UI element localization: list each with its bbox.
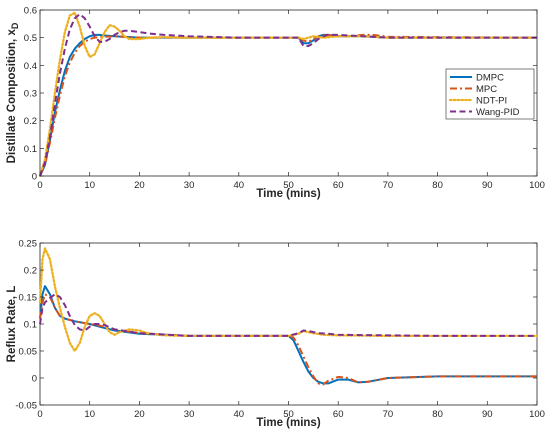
bottom-series-line-ndt-pi [38,247,539,353]
top-x-tick-label: 30 [184,180,195,191]
bottom-y-tick-label: -0.05 [15,401,37,412]
bottom-series-lines [38,247,539,386]
top-y-ticks: 0 0.1 0.2 0.3 0.4 0.5 0.6 [24,6,537,183]
bottom-y-tick-label: 0.05 [19,347,38,358]
bottom-x-tick-label: 50 [283,409,294,420]
legend-label-ndt-pi: NDT-PI [476,96,507,107]
top-x-ticks: 0 10 20 30 40 50 60 70 80 90 100 [37,10,545,191]
bottom-x-tick-label: 30 [184,409,195,420]
top-x-tick-label: 80 [432,180,443,191]
top-y-tick-label: 0 [32,172,37,183]
bottom-x-tick-label: 10 [84,409,95,420]
top-y-tick-label: 0.5 [24,33,37,44]
bottom-axes-box [39,242,538,406]
bottom-x-tick-label: 90 [482,409,493,420]
top-x-tick-label: 10 [84,180,95,191]
bottom-series-line-mpc [39,293,537,386]
legend-label-wang-pid: Wang-PID [476,107,520,118]
bottom-x-tick-label: 60 [333,409,344,420]
top-y-tick-label: 0.1 [24,144,37,155]
top-x-tick-label: 60 [333,180,344,191]
legend-label-mpc: MPC [476,84,497,95]
top-series-line-wang-pid [39,13,537,177]
top-x-tick-label: 50 [283,180,294,191]
distillate-composition-panel: 0 10 20 30 40 50 60 70 80 90 100 00.10.20.30.40.50… [6,6,545,201]
bottom-x-tick-label: 0 [37,409,42,420]
top-y-tick-label: 0.3 [24,89,37,100]
bottom-y-tick-label: 0 [32,374,37,385]
bottom-x-tick-label: 100 [529,409,545,420]
bottom-y-axis-label: Reflux Rate, L [6,286,18,363]
top-x-axis-label: Time (mins) [256,188,320,200]
top-series-line-ndt-pi [38,11,539,178]
bottom-x-ticks: 0 10 20 30 40 50 60 70 80 90 100 [37,243,545,420]
bottom-x-tick-label: 80 [432,409,443,420]
top-x-tick-label: 90 [482,180,493,191]
bottom-y-tick-label: 0.15 [19,293,38,304]
bottom-y-ticks: -0.05 0 0.05 0.1 0.15 0.2 0.25 [15,239,537,412]
top-x-tick-label: 40 [234,180,245,191]
bottom-x-axis-label: Time (mins) [256,417,320,429]
bottom-x-tick-label: 20 [134,409,145,420]
top-y-tick-label: 0.6 [24,6,37,17]
top-x-tick-label: 100 [529,180,545,191]
top-series-line-mpc [39,33,538,177]
top-y-tick-label: 0.2 [24,116,37,127]
reflux-rate-panel: 0 10 20 30 40 50 60 70 80 90 100 -0.0500.050.10.15… [6,239,545,430]
top-series-lines [38,11,539,178]
bottom-y-tick-label: 0.1 [24,320,37,331]
top-y-tick-label: 0.4 [24,61,37,72]
top-x-tick-label: 70 [383,180,394,191]
bottom-y-tick-label: 0.25 [19,239,38,250]
bottom-y-tick-label: 0.2 [24,266,37,277]
top-y-axis-label: Distillate Composition, xD [6,22,20,163]
legend-label-dmpc: DMPC [476,73,504,84]
top-x-tick-label: 20 [134,180,145,191]
bottom-x-tick-label: 40 [234,409,245,420]
bottom-x-tick-label: 70 [383,409,394,420]
top-x-tick-label: 0 [37,180,42,191]
bottom-series-line-wang-pid [39,293,537,337]
